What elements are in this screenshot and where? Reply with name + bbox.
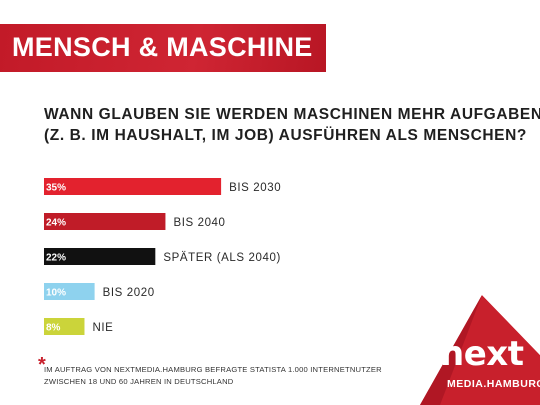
- bar-value-label-4: 10%: [46, 288, 66, 299]
- bar-category-label-1: BIS 2030: [229, 182, 281, 194]
- corner-dark-facet: [420, 295, 482, 405]
- footnote-asterisk: *: [38, 354, 46, 376]
- bar-3: [44, 248, 156, 265]
- logo-wordmark: next: [440, 334, 524, 374]
- question-line-1: WANN GLAUBEN SIE WERDEN MASCHINEN MEHR A…: [44, 106, 540, 123]
- bar-chart: 35% BIS 2030 24% BIS 2040 22% SPÄTER (ALS 204…: [44, 178, 281, 335]
- bar-category-label-3: SPÄTER (ALS 2040): [163, 252, 281, 264]
- title-banner: MENSCH & MASCHINE: [0, 24, 326, 72]
- logo-subtitle: MEDIA.HAMBURG: [447, 378, 540, 390]
- bar-4: [44, 283, 95, 300]
- bar-1: [44, 178, 222, 195]
- survey-question: WANN GLAUBEN SIE WERDEN MASCHINEN MEHR A…: [44, 104, 540, 146]
- corner-white-cut: [482, 295, 540, 355]
- footnote: * IM AUFTRAG VON NEXTMEDIA.HAMBURG BEFRA…: [38, 355, 382, 388]
- footnote-line-1: IM AUFTRAG VON NEXTMEDIA.HAMBURG BEFRAGT…: [44, 365, 382, 374]
- bar-5: [44, 318, 85, 335]
- bar-value-label-5: 8%: [46, 323, 61, 334]
- bar-category-label-4: BIS 2020: [103, 287, 155, 299]
- bar-2: [44, 213, 166, 230]
- bar-value-label-1: 35%: [46, 183, 66, 194]
- footnote-line-2: ZWISCHEN 18 UND 60 JAHREN IN DEUTSCHLAND: [44, 377, 234, 386]
- corner-decoration: [420, 295, 540, 405]
- bar-category-label-5: NIE: [92, 322, 113, 334]
- bar-value-label-3: 22%: [46, 253, 66, 264]
- banner-title: MENSCH & MASCHINE: [12, 32, 313, 62]
- bar-value-label-2: 24%: [46, 218, 66, 229]
- question-line-2: (Z. B. IM HAUSHALT, IM JOB) AUSFÜHREN AL…: [44, 127, 527, 144]
- bar-category-label-2: BIS 2040: [173, 217, 225, 229]
